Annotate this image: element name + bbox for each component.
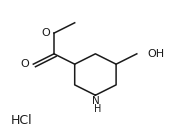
Text: H: H xyxy=(94,104,102,114)
Text: OH: OH xyxy=(148,49,165,59)
Text: O: O xyxy=(41,28,50,38)
Text: O: O xyxy=(21,59,29,69)
Text: HCl: HCl xyxy=(11,114,32,127)
Text: N: N xyxy=(91,96,99,106)
